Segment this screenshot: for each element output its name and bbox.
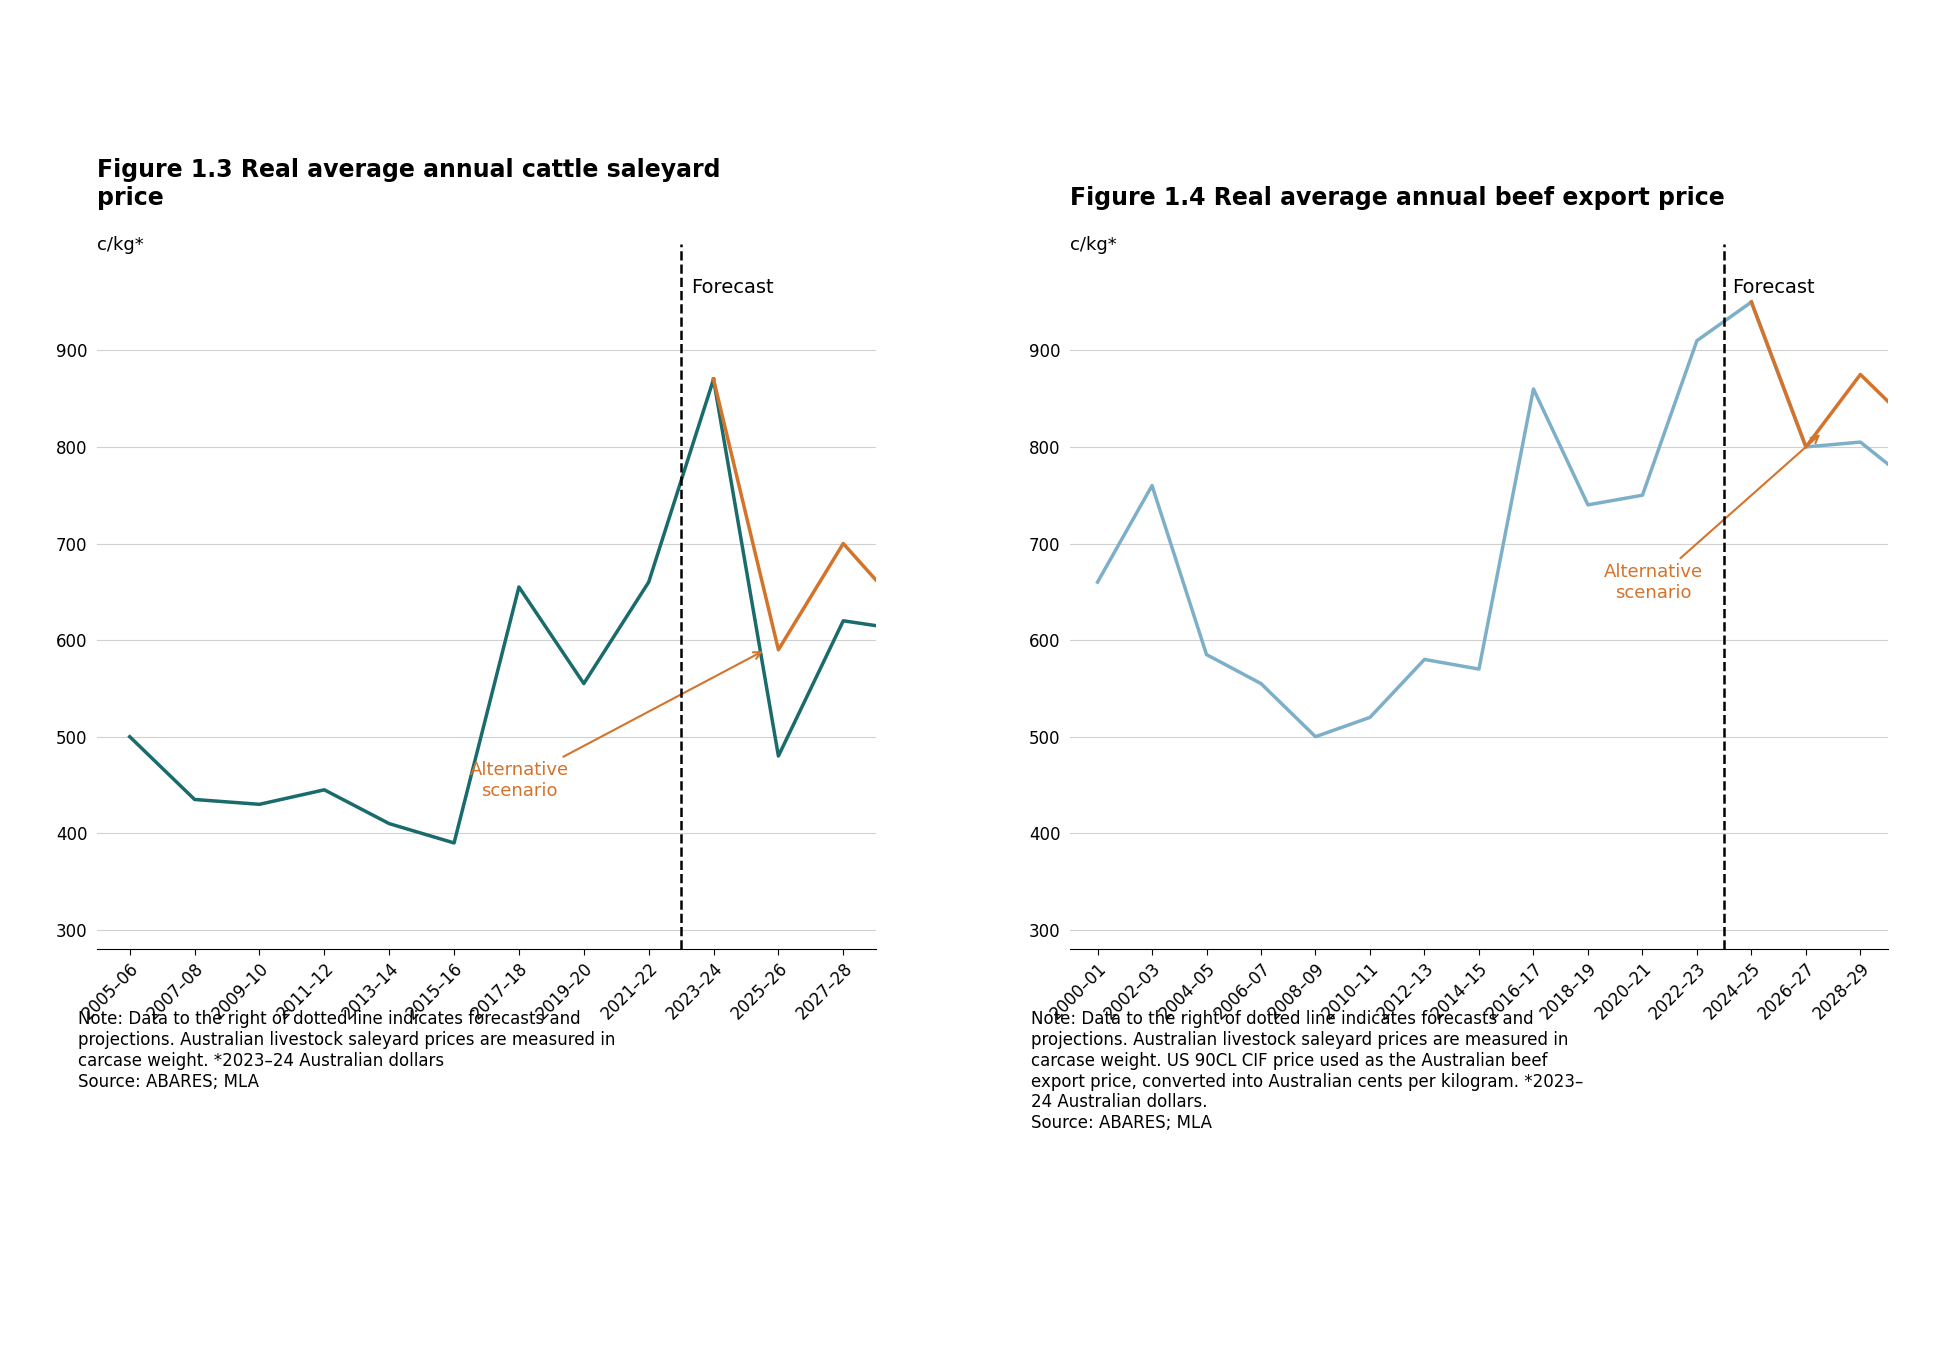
Text: Alternative
scenario: Alternative scenario xyxy=(469,652,761,800)
Text: Note: Data to the right of dotted line indicates forecasts and
projections. Aust: Note: Data to the right of dotted line i… xyxy=(1031,1010,1584,1132)
Text: Figure 1.3 Real average annual cattle saleyard
price: Figure 1.3 Real average annual cattle sa… xyxy=(97,159,720,210)
Text: Figure 1.4 Real average annual beef export price: Figure 1.4 Real average annual beef expo… xyxy=(1070,186,1724,210)
Text: c/kg*: c/kg* xyxy=(1070,236,1117,254)
Text: c/kg*: c/kg* xyxy=(97,236,144,254)
Text: Note: Data to the right of dotted line indicates forecasts and
projections. Aust: Note: Data to the right of dotted line i… xyxy=(78,1010,615,1090)
Text: Forecast: Forecast xyxy=(691,278,773,297)
Text: Alternative
scenario: Alternative scenario xyxy=(1604,435,1818,602)
Text: Forecast: Forecast xyxy=(1732,278,1816,297)
